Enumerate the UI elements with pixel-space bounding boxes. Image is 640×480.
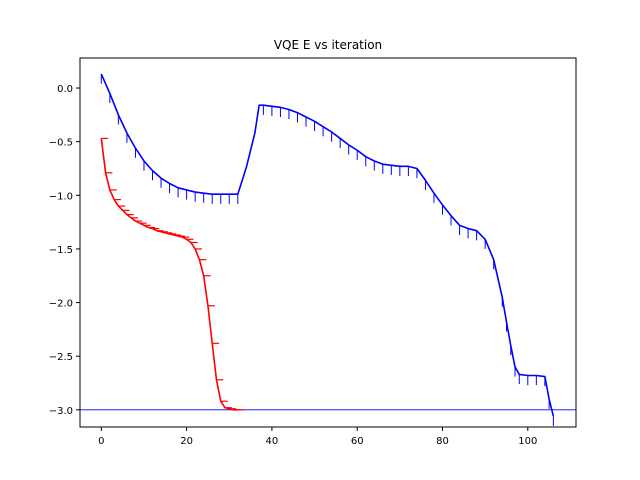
x-tick-label: 100 (518, 436, 537, 447)
axes-frame (79, 57, 577, 428)
x-axis: 0 20 40 60 80 100 (98, 427, 537, 447)
y-tick-label: −0.5 (49, 138, 73, 149)
x-tick-label: 80 (436, 436, 449, 447)
y-axis: 0.0 −0.5 −1.0 −1.5 −2.0 −2.5 −3.0 (49, 84, 80, 417)
y-tick-label: −1.5 (49, 245, 73, 256)
plot-area (80, 73, 576, 426)
series-line-0 (100, 138, 238, 411)
y-tick-label: −3.0 (49, 406, 73, 417)
x-tick-label: 20 (180, 436, 193, 447)
y-tick-label: −2.0 (49, 299, 73, 310)
x-tick-label: 0 (98, 436, 104, 447)
x-tick-label: 40 (266, 436, 279, 447)
y-tick-label: 0.0 (57, 84, 73, 95)
y-tick-label: −2.5 (49, 352, 73, 363)
chart-title: VQE E vs iteration (274, 38, 382, 52)
x-tick-label: 60 (351, 436, 364, 447)
series-1 (100, 73, 555, 426)
y-tick-label: −1.0 (49, 191, 73, 202)
series-0 (100, 137, 245, 411)
series-line-1 (100, 73, 555, 417)
